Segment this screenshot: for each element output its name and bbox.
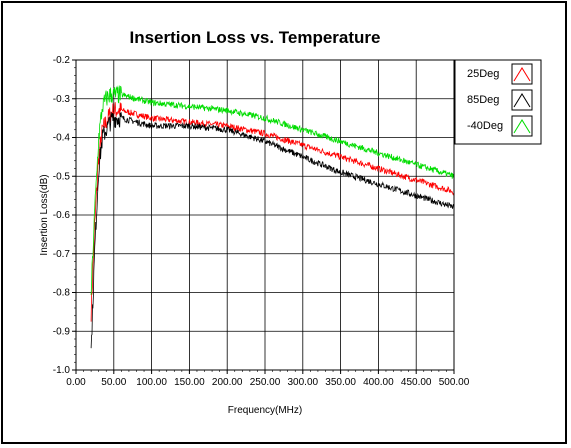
y-tick-label: -0.2	[53, 55, 71, 66]
y-tick-label: -0.6	[53, 210, 71, 221]
legend-label: -40Deg	[467, 120, 503, 132]
legend-label: 85Deg	[467, 94, 499, 106]
x-axis-label: Frequency(MHz)	[228, 405, 302, 416]
legend-swatch-line	[513, 67, 531, 82]
y-tick-label: -1.0	[53, 365, 71, 376]
series-line-0	[90, 102, 454, 322]
legend-label: 25Deg	[467, 68, 499, 80]
y-axis-label: Insertion Loss(dB)	[39, 174, 50, 255]
chart-title: Insertion Loss vs. Temperature	[130, 28, 381, 47]
y-tick-label: -0.8	[53, 288, 71, 299]
y-tick-label: -0.7	[53, 249, 71, 260]
legend-swatch-box	[511, 115, 533, 137]
legend: 25Deg 85Deg -40Deg	[454, 59, 542, 145]
x-tick-label: 150.00	[174, 377, 205, 388]
x-tick-label: 0.00	[66, 377, 86, 388]
x-tick-label: 350.00	[325, 377, 356, 388]
x-tick-label: 450.00	[401, 377, 432, 388]
x-tick-label: 100.00	[136, 377, 167, 388]
legend-swatch-box	[511, 89, 533, 111]
x-tick-label: 400.00	[363, 377, 394, 388]
grid	[75, 59, 455, 371]
x-tick-label: 250.00	[250, 377, 281, 388]
x-tick-label: 300.00	[288, 377, 319, 388]
y-axis-ticks: -0.2 -0.3 -0.4 -0.5 -0.6 -0.7 -0.8 -0.9 -1.0	[53, 55, 76, 376]
series-layer	[90, 85, 454, 349]
legend-swatch-line	[513, 119, 531, 134]
series-line-1	[90, 111, 454, 349]
legend-swatch-line	[513, 93, 531, 108]
series-line-2	[90, 85, 454, 296]
x-tick-label: 500.00	[439, 377, 470, 388]
y-tick-label: -0.5	[53, 171, 71, 182]
legend-swatch-box	[511, 63, 533, 85]
y-tick-label: -0.9	[53, 326, 71, 337]
y-tick-label: -0.3	[53, 94, 71, 105]
y-tick-label: -0.4	[53, 133, 71, 144]
x-tick-label: 50.00	[101, 377, 126, 388]
x-tick-label: 200.00	[212, 377, 243, 388]
x-axis-ticks: 0.00 50.00 100.00 150.00 200.00 250.00 300.00 3…	[66, 370, 470, 388]
